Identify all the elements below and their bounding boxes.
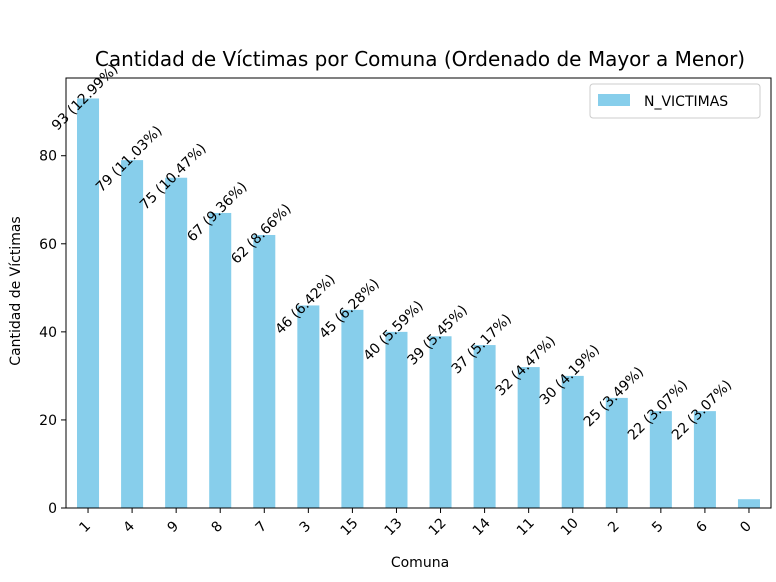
- x-tick-label: 9: [165, 518, 183, 536]
- x-tick-label: 10: [558, 515, 582, 539]
- bar-comuna-13: [385, 331, 408, 508]
- y-tick-label: 80: [39, 149, 57, 165]
- bar-comuna-1: [77, 98, 100, 508]
- y-tick-label: 60: [39, 237, 57, 253]
- bar-comuna-10: [561, 375, 584, 508]
- x-tick-label: 4: [120, 518, 138, 536]
- bar-comuna-12: [429, 336, 452, 508]
- y-tick-label: 40: [39, 325, 57, 341]
- legend-label: N_VICTIMAS: [644, 94, 728, 110]
- x-tick-label: 3: [297, 518, 315, 536]
- x-tick-label: 12: [426, 515, 450, 539]
- plot-frame: [65, 77, 772, 509]
- x-tick-label: 0: [737, 518, 755, 536]
- legend-box: [589, 83, 761, 119]
- bar-comuna-15: [341, 309, 364, 508]
- chart-title: Cantidad de Víctimas por Comuna (Ordenad…: [95, 47, 745, 71]
- bars: [77, 98, 760, 508]
- bar-comuna-4: [121, 160, 144, 508]
- legend: N_VICTIMAS: [589, 83, 761, 119]
- x-tick-label: 13: [382, 515, 406, 539]
- legend-swatch: [598, 94, 630, 106]
- x-tick-label: 2: [605, 518, 623, 536]
- x-axis-ticks: 1 4 9 8 7 3 15 13 12 14 11 10 2 5 6 0: [76, 508, 755, 539]
- x-tick-label: 15: [338, 515, 362, 539]
- bar-comuna-0: [737, 499, 760, 508]
- bar-comuna-7: [253, 234, 276, 508]
- x-axis-label: Comuna: [391, 555, 449, 571]
- y-axis-label: Cantidad de Víctimas: [8, 216, 24, 365]
- y-tick-label: 20: [39, 413, 57, 429]
- x-tick-label: 11: [514, 515, 538, 539]
- x-tick-label: 14: [470, 515, 494, 539]
- y-tick-label: 0: [48, 501, 57, 517]
- bar-comuna-5: [649, 411, 672, 508]
- bar-comuna-8: [209, 212, 232, 508]
- bar-comuna-9: [165, 177, 188, 508]
- bar-comuna-6: [693, 411, 716, 508]
- bar-comuna-11: [517, 367, 540, 508]
- bar-comuna-3: [297, 305, 320, 508]
- x-tick-label: 5: [649, 518, 667, 536]
- x-tick-label: 8: [209, 518, 227, 536]
- bar-comuna-2: [605, 397, 628, 508]
- x-tick-label: 1: [76, 518, 94, 536]
- x-tick-label: 7: [253, 518, 271, 536]
- y-axis-ticks: 0 20 40 60 80: [39, 149, 66, 517]
- x-tick-label: 6: [693, 518, 711, 536]
- bar-comuna-14: [473, 345, 496, 508]
